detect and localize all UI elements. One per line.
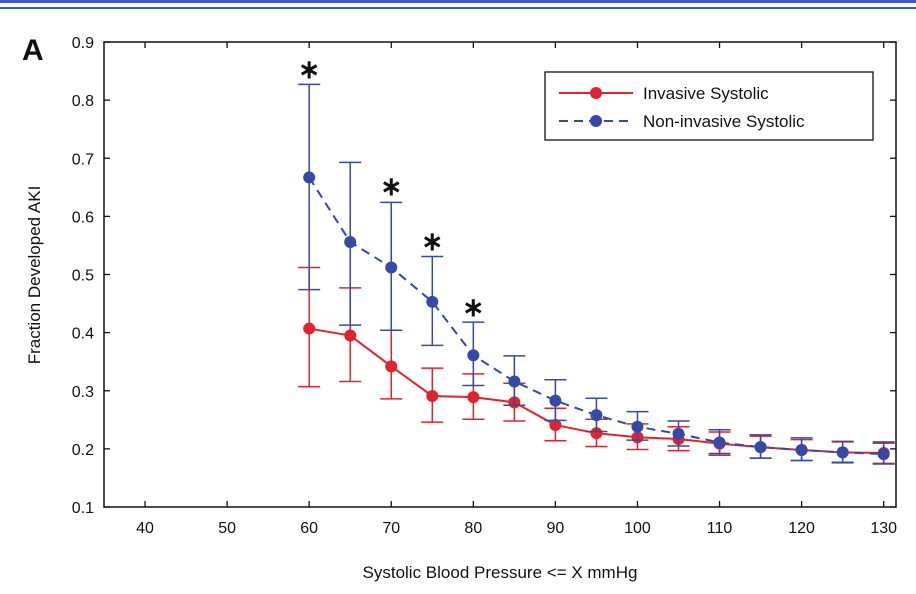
- legend-box: [544, 71, 874, 141]
- x-tick-label: 110: [707, 520, 733, 537]
- noninvasive-data-point: [467, 349, 480, 362]
- y-tick-label: 0.3: [72, 384, 94, 401]
- noninvasive-data-point: [385, 261, 398, 274]
- noninvasive-data-point: [426, 295, 439, 308]
- y-tick-label: 0.7: [72, 151, 94, 168]
- noninvasive-data-point: [836, 446, 849, 459]
- y-tick-label: 0.1: [72, 500, 94, 517]
- x-tick-label: 40: [136, 520, 154, 537]
- significance-marker: ∗: [298, 54, 320, 84]
- invasive-data-point: [385, 360, 398, 373]
- invasive-data-point: [590, 427, 603, 440]
- x-axis-title: Systolic Blood Pressure <= X mmHg: [363, 563, 638, 582]
- y-tick-label: 0.6: [72, 209, 94, 226]
- legend-noninvasive-label: Non-invasive Systolic: [643, 112, 805, 131]
- x-tick-label: 90: [547, 520, 565, 537]
- top-border: [0, 0, 916, 9]
- y-tick-label: 0.8: [72, 93, 94, 110]
- invasive-data-point: [467, 391, 480, 404]
- legend-noninvasive-marker: [590, 115, 602, 127]
- noninvasive-data-point: [303, 171, 316, 184]
- y-tick-label: 0.4: [72, 326, 94, 343]
- significance-marker: ∗: [380, 171, 402, 201]
- legend-invasive-marker: [590, 87, 602, 99]
- noninvasive-data-point: [877, 448, 890, 461]
- significance-marker: ∗: [462, 292, 484, 322]
- invasive-data-point: [303, 322, 316, 335]
- x-tick-label: 80: [464, 520, 482, 537]
- x-tick-label: 100: [624, 520, 651, 537]
- y-tick-label: 0.5: [72, 268, 94, 285]
- plot-area: 40 50 60 70 80 90 100 110 120 130 0.1 0.2 0.3 0.4 0.5 0…: [72, 35, 897, 537]
- y-axis-title: Fraction Developed AKI: [25, 186, 44, 365]
- invasive-data-point: [549, 419, 562, 432]
- noninvasive-data-point: [795, 444, 808, 457]
- noninvasive-data-point: [508, 375, 521, 388]
- y-tick-label: 0.2: [72, 442, 94, 459]
- invasive-data-point: [426, 389, 439, 402]
- noninvasive-data-point: [754, 441, 767, 454]
- invasive-data-point: [344, 329, 357, 342]
- x-tick-label: 60: [300, 520, 318, 537]
- x-tick-label: 50: [218, 520, 236, 537]
- significance-marker: ∗: [421, 226, 443, 256]
- noninvasive-data-point: [344, 235, 357, 248]
- x-tick-label: 120: [788, 520, 815, 537]
- panel-label: A: [22, 34, 44, 67]
- noninvasive-data-point: [631, 420, 644, 433]
- legend-invasive-label: Invasive Systolic: [643, 84, 769, 103]
- y-tick-label: 0.9: [72, 35, 94, 52]
- noninvasive-data-point: [672, 427, 685, 440]
- noninvasive-data-point: [713, 436, 726, 449]
- x-tick-label: 70: [382, 520, 400, 537]
- noninvasive-data-point: [549, 394, 562, 407]
- noninvasive-data-point: [590, 409, 603, 422]
- x-tick-label: 130: [870, 520, 897, 537]
